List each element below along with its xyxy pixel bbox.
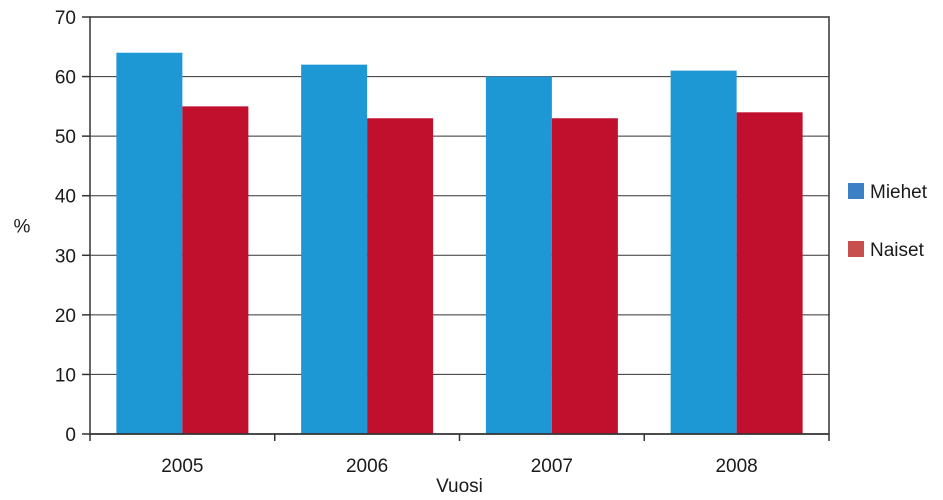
bar-naiset-2008 (736, 112, 803, 435)
legend-label-miehet: Miehet (870, 182, 928, 203)
bar-miehet-2005 (116, 52, 183, 434)
bar-miehet-2007 (485, 76, 552, 435)
y-tick-label: 20 (55, 306, 76, 327)
legend-swatch-naiset (848, 241, 864, 257)
y-axis-ticks: 0 10 20 30 40 50 60 70 (55, 8, 90, 446)
x-axis-ticks: 2005 2006 2007 2008 (89, 434, 830, 477)
y-tick-label: 10 (55, 365, 76, 386)
bar-naiset-2007 (551, 118, 618, 435)
bar-miehet-2006 (301, 64, 368, 435)
legend: Miehet Naiset (848, 182, 928, 261)
y-tick-label: 40 (55, 187, 76, 208)
y-tick-label: 0 (65, 425, 76, 446)
bar-naiset-2005 (182, 106, 249, 434)
x-tick-label: 2008 (715, 456, 757, 477)
y-tick-label: 70 (55, 8, 76, 29)
y-tick-label: 50 (55, 127, 76, 148)
bar-miehet-2008 (670, 70, 737, 434)
y-axis-label: % (14, 217, 31, 238)
bar-naiset-2006 (367, 118, 434, 435)
x-tick-label: 2006 (346, 456, 388, 477)
legend-swatch-miehet (848, 183, 864, 199)
bars (116, 52, 803, 435)
x-tick-label: 2005 (161, 456, 203, 477)
x-axis-label: Vuosi (436, 476, 483, 497)
y-tick-label: 30 (55, 246, 76, 267)
y-tick-label: 60 (55, 68, 76, 89)
legend-label-naiset: Naiset (870, 240, 925, 261)
x-tick-label: 2007 (531, 456, 573, 477)
